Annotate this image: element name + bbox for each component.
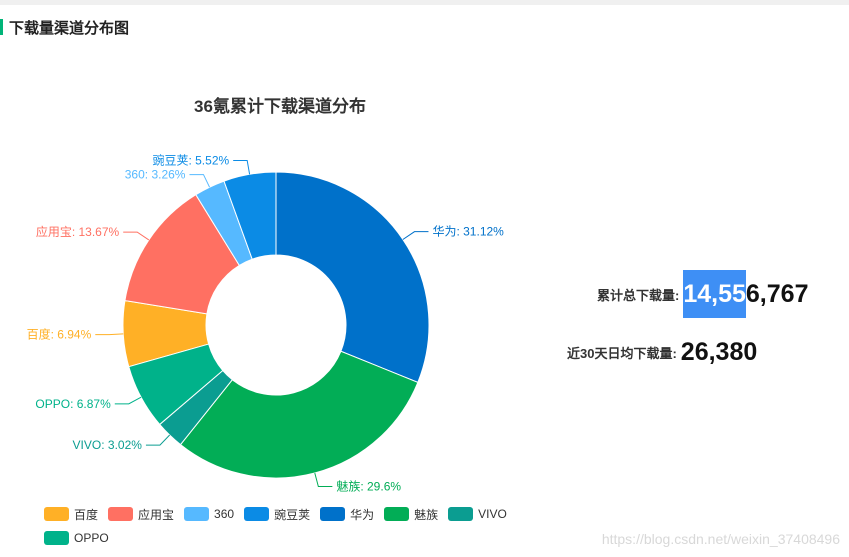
label-line-VIVO <box>145 434 171 446</box>
legend-label: 360 <box>214 507 235 521</box>
legend-swatch <box>448 507 474 521</box>
total-downloads-label: 累计总下载量: <box>597 288 680 303</box>
legend-label: 魅族 <box>414 507 439 522</box>
slice-华为[interactable] <box>275 171 430 384</box>
legend-swatch <box>44 531 69 545</box>
label-line-OPPO <box>114 396 142 405</box>
total-downloads-row: 累计总下载量: 14,556,767 <box>597 270 809 318</box>
legend-item-豌豆荚[interactable]: 豌豆荚 <box>244 505 310 523</box>
chart-title: 36氪累计下载渠道分布 <box>194 97 366 116</box>
label-line-华为 <box>402 231 429 240</box>
avg-downloads-label: 近30天日均下载量: <box>567 346 677 361</box>
legend-label: 百度 <box>74 507 99 522</box>
total-downloads-value-rest: 6,767 <box>745 280 809 308</box>
slice-label-360: 360: 3.26% <box>125 168 186 182</box>
slice-label-VIVO: VIVO: 3.02% <box>73 438 143 452</box>
slice-OPPO[interactable] <box>128 343 224 426</box>
legend-label: VIVO <box>478 507 507 521</box>
legend-item-360[interactable]: 360 <box>184 505 234 523</box>
slice-label-豌豆荚: 豌豆荚: 5.52% <box>152 153 229 168</box>
label-line-应用宝 <box>123 231 150 241</box>
legend-swatch <box>184 507 210 521</box>
slice-label-华为: 华为: 31.12% <box>432 225 504 239</box>
section-title: 下载量渠道分布图 <box>9 19 130 37</box>
label-line-360 <box>189 174 211 188</box>
total-downloads-value: 14,556,767 <box>683 270 809 318</box>
legend-swatch <box>244 507 270 521</box>
legend-label: 豌豆荚 <box>274 507 311 522</box>
donut-chart: 百度: 6.94% 应用宝: 13.67% 360: 3.26%豌豆荚: 5.52%… <box>27 153 505 494</box>
slice-label-魅族: 魅族: 29.6% <box>336 479 401 494</box>
top-bar <box>0 0 849 5</box>
label-line-魅族 <box>314 472 333 488</box>
avg-downloads-value: 26,380 <box>680 338 758 366</box>
total-downloads-value-highlight: 14,55 <box>683 270 746 318</box>
slice-label-OPPO: OPPO: 6.87% <box>35 397 111 411</box>
legend-item-华为[interactable]: 华为 <box>320 505 374 523</box>
legend-label: 华为 <box>350 507 375 522</box>
legend-swatch <box>108 507 134 521</box>
section-header: 下载量渠道分布图 <box>0 16 129 38</box>
watermark: https://blog.csdn.net/weixin_37408496 <box>601 531 840 547</box>
slice-label-百度: 百度: 6.94% <box>27 327 92 342</box>
avg-downloads-row: 近30天日均下载量: 26,380 <box>567 338 757 367</box>
legend-item-百度[interactable]: 百度 <box>44 505 98 523</box>
legend-swatch <box>384 507 410 521</box>
slice-魅族[interactable] <box>179 350 419 479</box>
chart-legend: 百度 应用宝 360 豌豆荚 华为 魅族 VIVO OPPO <box>44 505 544 553</box>
legend-item-OPPO[interactable]: OPPO <box>44 529 109 547</box>
label-line-豌豆荚 <box>233 160 251 175</box>
label-line-百度 <box>95 333 124 336</box>
section-accent-bar <box>0 19 3 35</box>
legend-item-魅族[interactable]: 魅族 <box>384 505 438 523</box>
legend-swatch <box>320 507 346 521</box>
legend-item-应用宝[interactable]: 应用宝 <box>108 505 174 523</box>
slice-label-应用宝: 应用宝: 13.67% <box>36 224 120 239</box>
legend-label: 应用宝 <box>138 507 175 522</box>
legend-item-VIVO[interactable]: VIVO <box>448 505 507 523</box>
legend-label: OPPO <box>74 531 109 545</box>
legend-swatch <box>44 507 69 521</box>
